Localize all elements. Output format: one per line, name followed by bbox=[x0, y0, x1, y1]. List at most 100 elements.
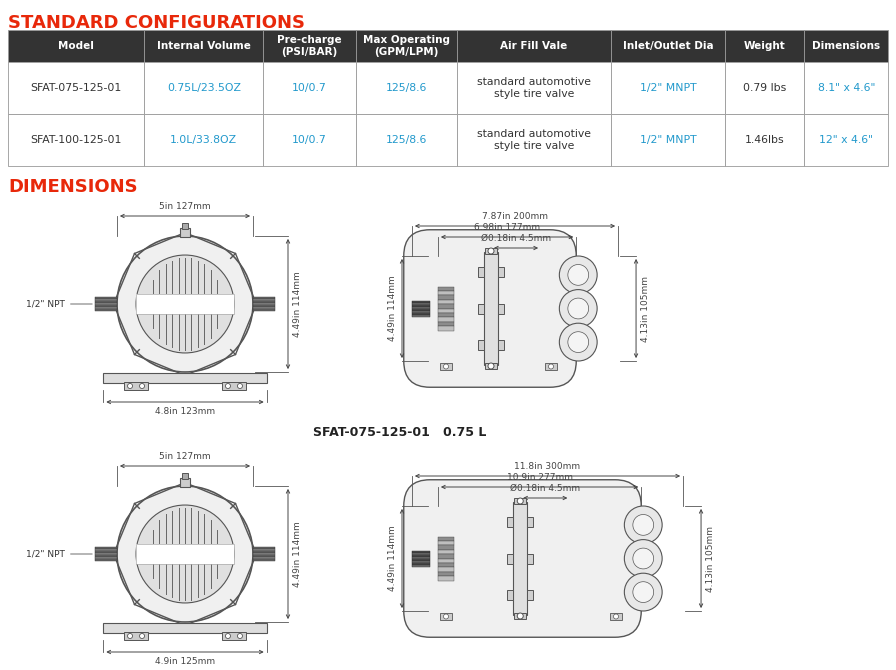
Text: 5in 127mm: 5in 127mm bbox=[159, 202, 211, 211]
Bar bbox=[356, 30, 457, 62]
Bar bbox=[805, 114, 888, 166]
Bar bbox=[438, 549, 454, 554]
Text: 4.49in 114mm: 4.49in 114mm bbox=[388, 526, 397, 592]
Bar bbox=[484, 252, 498, 365]
Bar bbox=[253, 299, 275, 301]
Circle shape bbox=[488, 363, 494, 369]
Circle shape bbox=[625, 574, 662, 611]
Circle shape bbox=[226, 634, 230, 639]
Bar bbox=[144, 62, 263, 114]
Circle shape bbox=[633, 582, 654, 602]
Text: Ø0.18in 4.5mm: Ø0.18in 4.5mm bbox=[481, 234, 551, 243]
Text: 7.87in 200mm: 7.87in 200mm bbox=[482, 212, 548, 221]
Bar bbox=[412, 308, 430, 310]
Circle shape bbox=[444, 364, 449, 369]
Bar bbox=[507, 590, 513, 600]
Bar bbox=[527, 553, 533, 563]
Bar bbox=[8, 114, 144, 166]
Bar bbox=[725, 30, 805, 62]
Bar bbox=[438, 304, 454, 308]
Text: STANDARD CONFIGURATIONS: STANDARD CONFIGURATIONS bbox=[8, 14, 305, 32]
Circle shape bbox=[136, 505, 234, 603]
Bar bbox=[805, 62, 888, 114]
Bar bbox=[438, 322, 454, 326]
Bar bbox=[136, 294, 234, 314]
Bar bbox=[611, 114, 725, 166]
Bar bbox=[438, 572, 454, 576]
Bar bbox=[440, 613, 452, 620]
Bar bbox=[95, 299, 117, 301]
Bar bbox=[438, 326, 454, 330]
Circle shape bbox=[140, 383, 144, 389]
Text: 0.75L/23.5OZ: 0.75L/23.5OZ bbox=[167, 83, 241, 93]
Text: standard automotive: standard automotive bbox=[477, 77, 590, 87]
Bar bbox=[485, 248, 497, 254]
Text: 4.13in 105mm: 4.13in 105mm bbox=[641, 275, 650, 342]
Circle shape bbox=[633, 548, 654, 569]
Bar bbox=[438, 287, 454, 291]
Bar bbox=[253, 309, 275, 311]
Bar bbox=[412, 559, 430, 561]
Bar bbox=[136, 544, 234, 564]
Bar bbox=[438, 299, 454, 304]
Bar bbox=[95, 307, 117, 309]
Text: 11.8in 300mm: 11.8in 300mm bbox=[514, 462, 581, 471]
Bar bbox=[95, 551, 117, 553]
Bar bbox=[95, 303, 117, 305]
Text: 4.13in 105mm: 4.13in 105mm bbox=[706, 525, 715, 592]
Text: 4.8in 123mm: 4.8in 123mm bbox=[155, 407, 215, 416]
Bar bbox=[253, 547, 275, 549]
Circle shape bbox=[488, 248, 494, 254]
Bar bbox=[438, 541, 454, 545]
Circle shape bbox=[127, 383, 133, 389]
Circle shape bbox=[517, 498, 523, 504]
Text: SFAT-075-125-01: SFAT-075-125-01 bbox=[30, 83, 122, 93]
Text: 10/0.7: 10/0.7 bbox=[292, 135, 327, 145]
Text: 1.46lbs: 1.46lbs bbox=[745, 135, 785, 145]
Text: 6.98in 177mm: 6.98in 177mm bbox=[474, 223, 540, 232]
Bar bbox=[611, 30, 725, 62]
Text: Ø0.18in 4.5mm: Ø0.18in 4.5mm bbox=[510, 484, 581, 493]
Circle shape bbox=[568, 332, 589, 352]
Bar bbox=[611, 62, 725, 114]
Circle shape bbox=[568, 298, 589, 319]
Bar bbox=[253, 549, 275, 551]
Bar bbox=[356, 114, 457, 166]
Circle shape bbox=[548, 364, 554, 369]
Bar bbox=[253, 553, 275, 555]
Text: 4.49in 114mm: 4.49in 114mm bbox=[293, 271, 302, 337]
Text: Inlet/Outlet Dia: Inlet/Outlet Dia bbox=[623, 41, 713, 51]
Bar bbox=[412, 561, 430, 563]
Text: Weight: Weight bbox=[744, 41, 786, 51]
Bar bbox=[182, 473, 188, 479]
Bar bbox=[438, 563, 454, 567]
Bar bbox=[478, 304, 484, 314]
FancyBboxPatch shape bbox=[404, 230, 576, 387]
Bar bbox=[124, 632, 148, 640]
Text: (GPM/LPM): (GPM/LPM) bbox=[374, 47, 438, 57]
Bar bbox=[182, 223, 188, 229]
Bar bbox=[412, 565, 430, 567]
Text: SFAT-075-125-01   0.75 L: SFAT-075-125-01 0.75 L bbox=[314, 426, 487, 439]
Bar bbox=[222, 632, 246, 640]
Bar bbox=[253, 557, 275, 559]
Bar bbox=[438, 291, 454, 295]
Bar bbox=[478, 267, 484, 277]
Bar bbox=[438, 537, 454, 541]
Text: 4.9in 125mm: 4.9in 125mm bbox=[155, 657, 215, 666]
Bar bbox=[412, 301, 430, 302]
Bar bbox=[95, 301, 117, 303]
Bar bbox=[356, 62, 457, 114]
Bar bbox=[438, 554, 454, 559]
Bar bbox=[438, 545, 454, 549]
Text: Pre-charge: Pre-charge bbox=[277, 36, 341, 45]
Bar bbox=[222, 382, 246, 390]
Bar bbox=[136, 294, 234, 314]
Bar bbox=[180, 228, 190, 237]
Text: DIMENSIONS: DIMENSIONS bbox=[8, 178, 138, 196]
Bar bbox=[95, 553, 117, 555]
Circle shape bbox=[559, 256, 597, 294]
Text: standard automotive: standard automotive bbox=[477, 129, 590, 139]
Bar bbox=[95, 549, 117, 551]
Text: 125/8.6: 125/8.6 bbox=[385, 135, 426, 145]
